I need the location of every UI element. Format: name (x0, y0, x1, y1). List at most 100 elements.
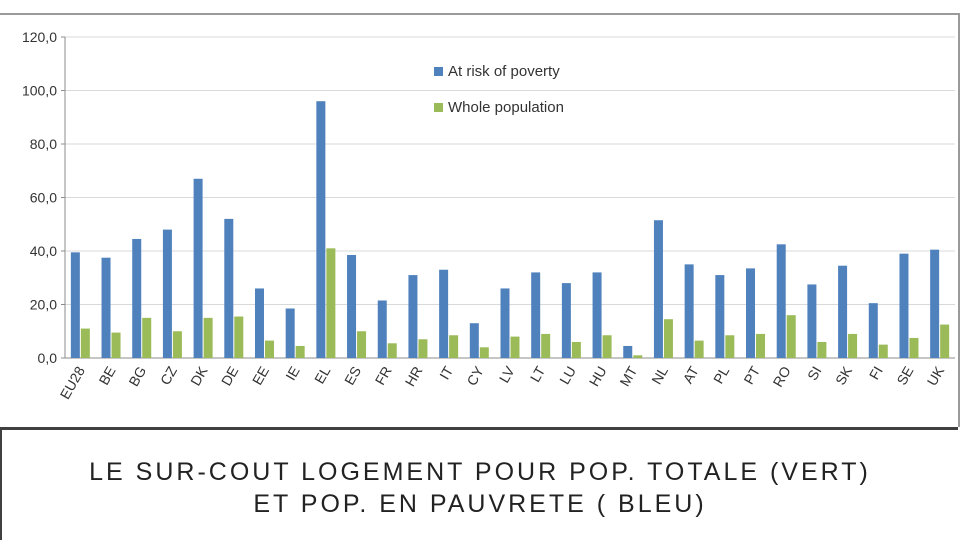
bar-at-risk-lv (500, 288, 510, 358)
bar-chart: 0,0 20,0 40,0 60,0 80,0 100,0 120,0 EU28 BE BG CZ D… (22, 29, 955, 402)
bar-whole-pop-cz (172, 331, 182, 358)
bar-whole-pop-si (817, 341, 827, 358)
x-tick-label: IT (436, 363, 456, 382)
bar-at-risk-pt (746, 268, 756, 358)
bar-at-risk-hu (592, 272, 602, 358)
x-tick-label: LT (527, 363, 549, 385)
bar-at-risk-be (101, 257, 111, 358)
bar-at-risk-at (684, 264, 694, 358)
bar-whole-pop-nl (663, 319, 673, 358)
bar-whole-pop-be (111, 332, 121, 358)
bar-at-risk-ee (254, 288, 264, 358)
bar-whole-pop-pl (725, 335, 735, 358)
bar-whole-pop-uk (940, 324, 950, 358)
bar-whole-pop-it (449, 335, 459, 358)
x-tick-label: DE (218, 364, 242, 389)
x-tick-label: SK (832, 363, 856, 388)
bar-whole-pop-ro (786, 315, 796, 358)
bar-at-risk-es (347, 255, 357, 358)
bar-whole-pop-hr (418, 339, 428, 358)
x-tick-label: NL (648, 363, 671, 387)
x-tick-label: SI (804, 364, 824, 383)
bar-whole-pop-at (694, 340, 704, 358)
x-tick-label: BG (125, 364, 149, 390)
y-tick-label: 80,0 (30, 136, 57, 152)
bar-whole-pop-sk (848, 333, 858, 358)
x-tick-label: RO (769, 363, 793, 389)
bar-at-risk-eu28 (70, 252, 80, 358)
bar-whole-pop-eu28 (80, 328, 90, 358)
bar-at-risk-se (899, 253, 909, 358)
x-tick-label: SE (893, 364, 916, 388)
x-tick-label: FR (372, 364, 395, 388)
bar-whole-pop-pt (756, 333, 766, 358)
bar-at-risk-cz (162, 229, 172, 358)
bar-whole-pop-ee (264, 340, 274, 358)
bar-whole-pop-bg (142, 317, 152, 358)
bar-at-risk-mt (623, 345, 633, 358)
x-tick-label: AT (679, 363, 702, 386)
x-tick-label: UK (924, 363, 948, 388)
legend-label: At risk of poverty (448, 63, 560, 80)
bar-whole-pop-se (909, 337, 919, 358)
bar-whole-pop-cy (479, 347, 489, 358)
bar-at-risk-fi (868, 303, 878, 358)
x-tick-label: EE (249, 364, 272, 388)
x-tick-label: PT (740, 363, 763, 387)
bar-at-risk-dk (193, 178, 203, 358)
x-tick-label: HR (402, 364, 426, 390)
bar-whole-pop-lu (571, 341, 581, 358)
bar-at-risk-ie (285, 308, 295, 358)
bar-at-risk-hr (408, 275, 418, 358)
bar-at-risk-pl (715, 275, 725, 358)
y-tick-label: 120,0 (22, 29, 57, 45)
bar-at-risk-sk (838, 265, 848, 358)
x-tick-label: LV (496, 363, 518, 386)
bar-whole-pop-dk (203, 317, 213, 358)
legend-label: Whole population (448, 99, 564, 116)
bar-whole-pop-ie (295, 345, 305, 358)
bar-whole-pop-el (326, 248, 336, 358)
y-tick-label: 20,0 (30, 297, 57, 313)
bar-at-risk-lu (561, 283, 571, 358)
caption-line-1: LE SUR-COUT LOGEMENT POUR POP. TOTALE (V… (89, 458, 871, 486)
bar-at-risk-el (316, 101, 326, 358)
x-tick-label: IE (282, 364, 302, 383)
caption-line-2: ET POP. EN PAUVRETE ( BLEU) (253, 490, 707, 518)
bar-at-risk-ro (776, 244, 786, 358)
legend-swatch (434, 67, 443, 76)
legend-swatch (434, 103, 443, 112)
x-tick-label: CY (463, 363, 487, 388)
x-tick-label: EU28 (57, 363, 88, 402)
x-tick-label: LU (556, 364, 579, 388)
bar-whole-pop-de (234, 316, 244, 358)
bar-whole-pop-hu (602, 335, 612, 358)
bar-whole-pop-lv (510, 336, 520, 358)
x-tick-label: CZ (157, 363, 180, 388)
x-tick-label: MT (616, 363, 640, 389)
x-tick-label: PL (710, 363, 733, 386)
bar-at-risk-it (439, 269, 449, 358)
bar-whole-pop-fi (878, 344, 888, 358)
y-tick-label: 0,0 (38, 350, 58, 366)
bar-at-risk-si (807, 284, 817, 358)
bar-at-risk-bg (132, 238, 142, 358)
bar-whole-pop-lt (541, 333, 551, 358)
bar-whole-pop-fr (387, 343, 397, 358)
chart-panel: 0,0 20,0 40,0 60,0 80,0 100,0 120,0 EU28 BE BG CZ D… (0, 13, 960, 427)
bar-at-risk-fr (377, 300, 387, 358)
x-tick-label: DK (187, 363, 211, 388)
bar-at-risk-cy (469, 323, 479, 358)
bar-whole-pop-es (357, 331, 367, 358)
y-tick-label: 40,0 (30, 243, 57, 259)
x-tick-label: HU (586, 364, 610, 390)
bar-at-risk-de (224, 218, 234, 358)
bar-at-risk-nl (653, 220, 663, 358)
y-tick-label: 60,0 (30, 190, 57, 206)
bar-at-risk-uk (930, 249, 940, 358)
bar-at-risk-lt (531, 272, 541, 358)
y-tick-label: 100,0 (22, 83, 57, 99)
caption-box (0, 427, 958, 540)
x-tick-label: ES (341, 364, 364, 388)
x-tick-label: EL (311, 363, 334, 386)
